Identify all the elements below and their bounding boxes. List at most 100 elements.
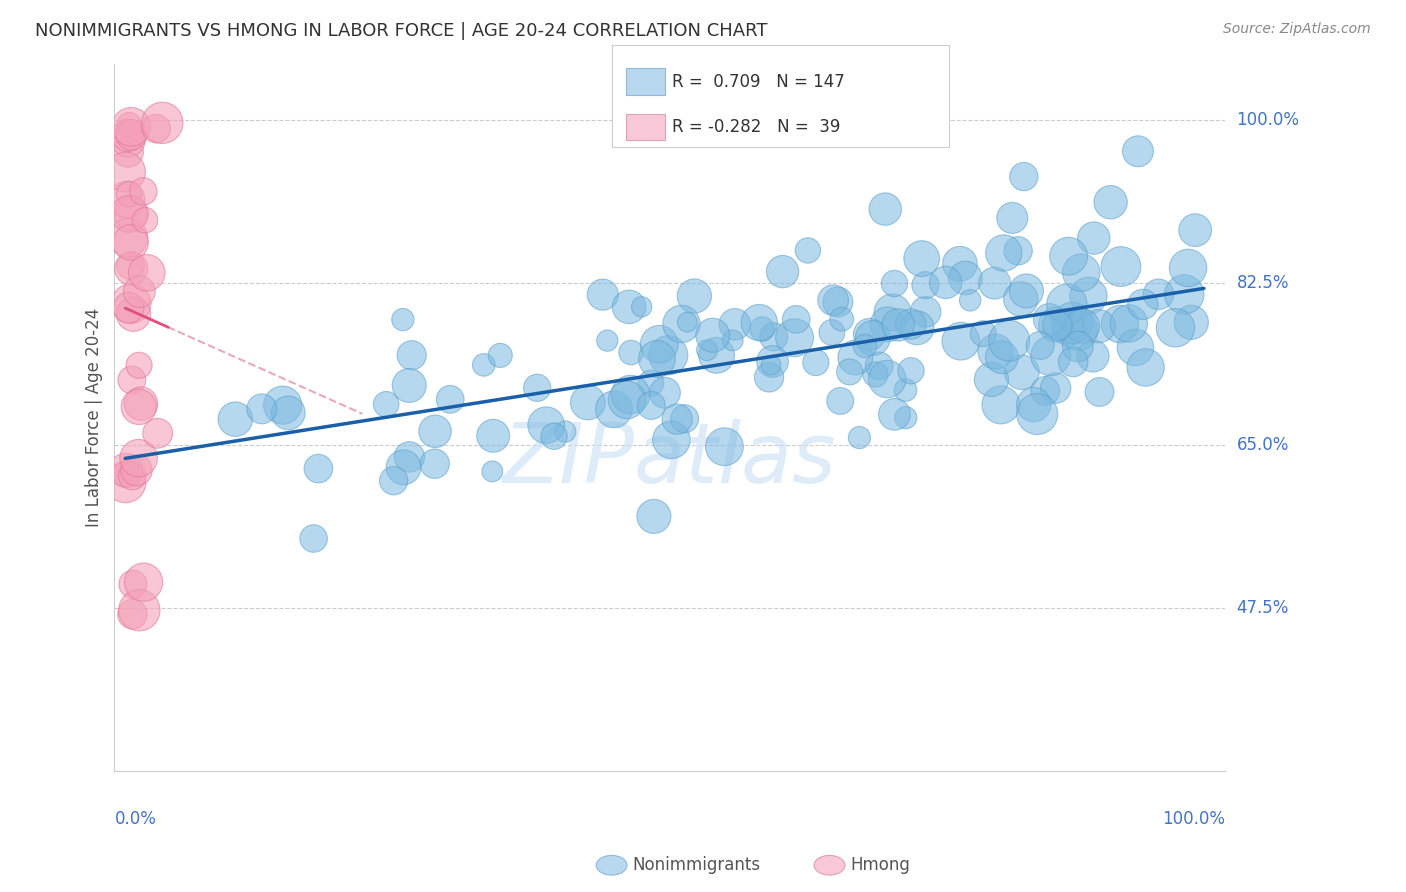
Point: [831, 312, 853, 326]
Text: ZIPatlas: ZIPatlas: [503, 419, 837, 500]
Point: [128, 400, 150, 414]
Point: [620, 345, 643, 359]
Point: [1045, 381, 1067, 395]
Point: [120, 128, 142, 142]
Point: [481, 464, 503, 478]
Point: [1046, 318, 1069, 333]
Point: [134, 213, 156, 227]
Point: [676, 315, 699, 329]
Point: [129, 396, 152, 410]
Point: [128, 451, 150, 466]
Point: [1039, 349, 1062, 363]
Point: [1001, 211, 1024, 225]
Point: [117, 145, 139, 159]
Point: [983, 276, 1005, 290]
Point: [762, 330, 785, 344]
Point: [993, 246, 1015, 260]
Point: [398, 378, 420, 392]
Point: [1060, 316, 1083, 330]
Text: R =  0.709   N = 147: R = 0.709 N = 147: [672, 73, 845, 91]
Point: [115, 193, 138, 207]
Point: [980, 372, 1002, 386]
Point: [853, 339, 876, 353]
Point: [990, 398, 1012, 412]
Point: [858, 327, 880, 342]
Point: [616, 392, 638, 407]
Point: [823, 293, 845, 308]
Point: [1070, 266, 1092, 280]
Point: [666, 412, 689, 426]
Point: [117, 128, 139, 143]
Point: [117, 231, 139, 245]
Point: [120, 296, 142, 310]
Text: Source: ZipAtlas.com: Source: ZipAtlas.com: [1223, 22, 1371, 37]
Point: [883, 277, 905, 291]
Point: [1099, 195, 1122, 210]
Point: [865, 368, 887, 382]
Point: [713, 440, 735, 454]
Point: [875, 202, 897, 216]
Point: [804, 355, 827, 369]
Point: [1062, 355, 1084, 369]
Point: [1026, 407, 1049, 421]
Point: [1066, 323, 1088, 337]
Point: [724, 318, 747, 332]
Point: [423, 425, 446, 439]
Point: [914, 278, 936, 293]
Point: [526, 381, 548, 395]
Point: [991, 350, 1014, 364]
Point: [748, 316, 770, 330]
Point: [673, 411, 696, 425]
Point: [1011, 365, 1033, 379]
Point: [121, 577, 143, 591]
Point: [876, 372, 898, 386]
Point: [307, 461, 329, 475]
Text: 65.0%: 65.0%: [1237, 436, 1289, 454]
Point: [1010, 292, 1032, 306]
Point: [1071, 319, 1094, 334]
Point: [1132, 297, 1154, 311]
Point: [821, 326, 844, 340]
Point: [949, 257, 972, 271]
Point: [489, 348, 512, 362]
Point: [1109, 260, 1132, 274]
Point: [1088, 384, 1111, 399]
Point: [592, 287, 614, 301]
Point: [132, 575, 155, 590]
Point: [120, 259, 142, 273]
Point: [876, 318, 898, 332]
Text: 82.5%: 82.5%: [1237, 274, 1289, 292]
Text: 100.0%: 100.0%: [1163, 810, 1226, 828]
Text: R = -0.282   N =  39: R = -0.282 N = 39: [672, 118, 841, 136]
Point: [759, 358, 782, 372]
Point: [1088, 319, 1111, 334]
Point: [1077, 289, 1099, 303]
Point: [1184, 223, 1206, 237]
Point: [1118, 317, 1140, 331]
Point: [472, 358, 495, 372]
Point: [827, 295, 849, 310]
Text: 100.0%: 100.0%: [1237, 111, 1299, 128]
Point: [375, 397, 398, 411]
Point: [1164, 320, 1187, 334]
Point: [654, 385, 676, 400]
Point: [401, 348, 423, 362]
Point: [150, 116, 173, 130]
Point: [1180, 315, 1202, 329]
Point: [648, 337, 671, 351]
Point: [118, 207, 141, 221]
Point: [905, 321, 928, 335]
Point: [1177, 260, 1199, 275]
Point: [120, 261, 142, 276]
Point: [911, 252, 934, 266]
Point: [751, 322, 773, 336]
Point: [785, 312, 807, 326]
Point: [115, 467, 138, 481]
Point: [120, 235, 142, 250]
Point: [128, 285, 150, 299]
Point: [118, 118, 141, 132]
Point: [576, 395, 599, 409]
Text: 0.0%: 0.0%: [114, 810, 156, 828]
Point: [619, 387, 641, 401]
Point: [1057, 249, 1080, 263]
